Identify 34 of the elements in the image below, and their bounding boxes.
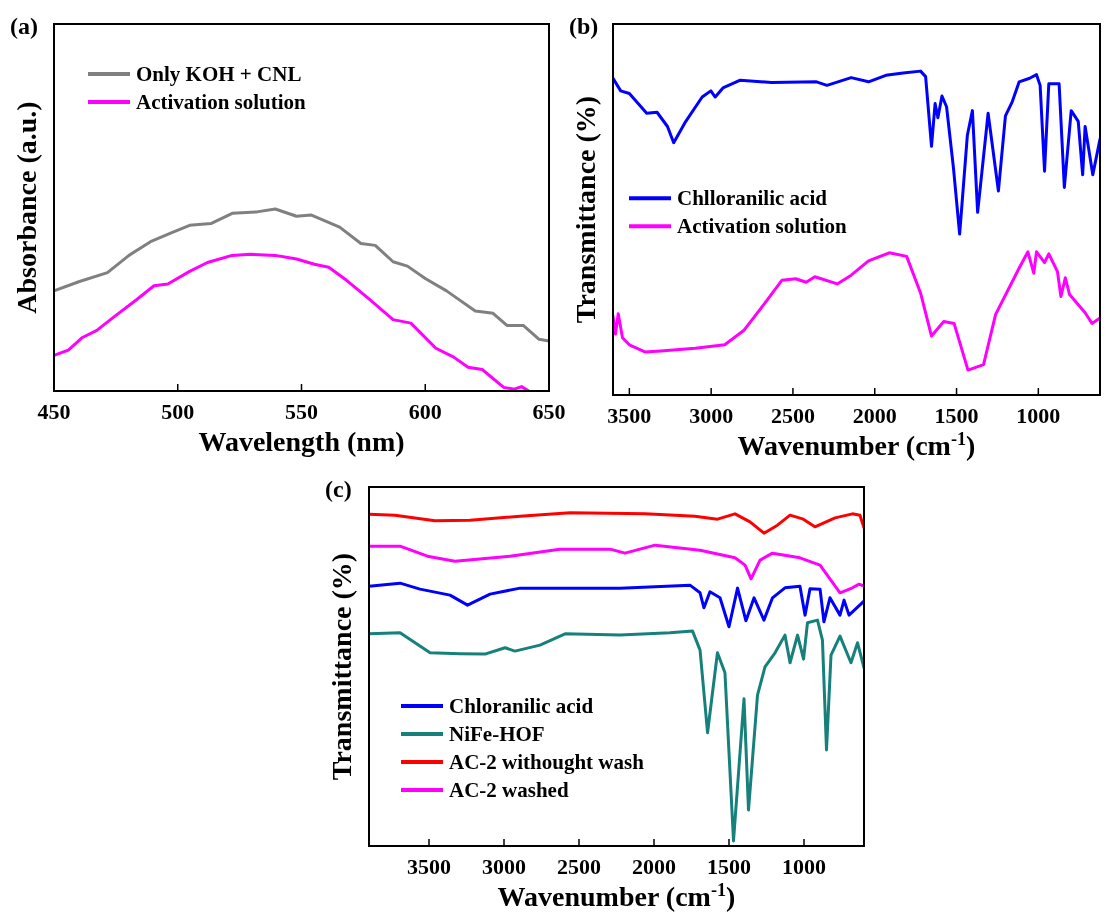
x-tick-label: 2500 [557, 854, 601, 879]
legend-label: AC-2 withought wash [449, 750, 645, 774]
x-tick-label: 2500 [770, 403, 815, 428]
x-tick-label: 3500 [407, 854, 451, 879]
x-axis-title: Wavenumber (cm$^{-1}$) [737, 429, 976, 461]
legend-label: Activation solution [677, 214, 848, 239]
legend-label: AC-2 washed [449, 778, 569, 802]
legend-label: Chlloranilic acid [677, 186, 828, 211]
y-axis-title: Absorbance (a.u.) [11, 101, 42, 314]
x-tick-label: 1000 [1016, 403, 1061, 428]
x-tick-label: 3000 [689, 403, 734, 428]
legend-label: Activation solution [136, 90, 307, 114]
chart-title: (b) [569, 13, 599, 39]
x-tick-label: 2000 [632, 854, 676, 879]
x-tick-label: 550 [285, 399, 318, 424]
legend-label: Chloranilic acid [449, 694, 594, 718]
y-axis-title: Transmittance (%) [570, 95, 601, 324]
x-tick-label: 1000 [782, 854, 826, 879]
chart-title: (a) [10, 13, 38, 39]
x-axis-title: Wavelength (nm) [198, 426, 405, 457]
x-tick-label: 650 [532, 399, 566, 424]
y-axis-title: Transmittance (%) [326, 552, 357, 781]
x-tick-label: 500 [161, 399, 195, 424]
x-tick-label: 1500 [707, 854, 751, 879]
x-tick-label: 2000 [852, 403, 897, 428]
chart-title: (c) [325, 476, 352, 502]
legend-label: Only KOH + CNL [136, 62, 302, 86]
x-tick-label: 3000 [482, 854, 526, 879]
x-axis-title: Wavenumber (cm$^{-1}$) [497, 880, 736, 912]
x-tick-label: 600 [408, 399, 442, 424]
legend-label: NiFe-HOF [449, 722, 545, 746]
x-tick-label: 450 [37, 399, 71, 424]
x-tick-label: 1500 [934, 403, 979, 428]
x-tick-label: 3500 [607, 403, 652, 428]
